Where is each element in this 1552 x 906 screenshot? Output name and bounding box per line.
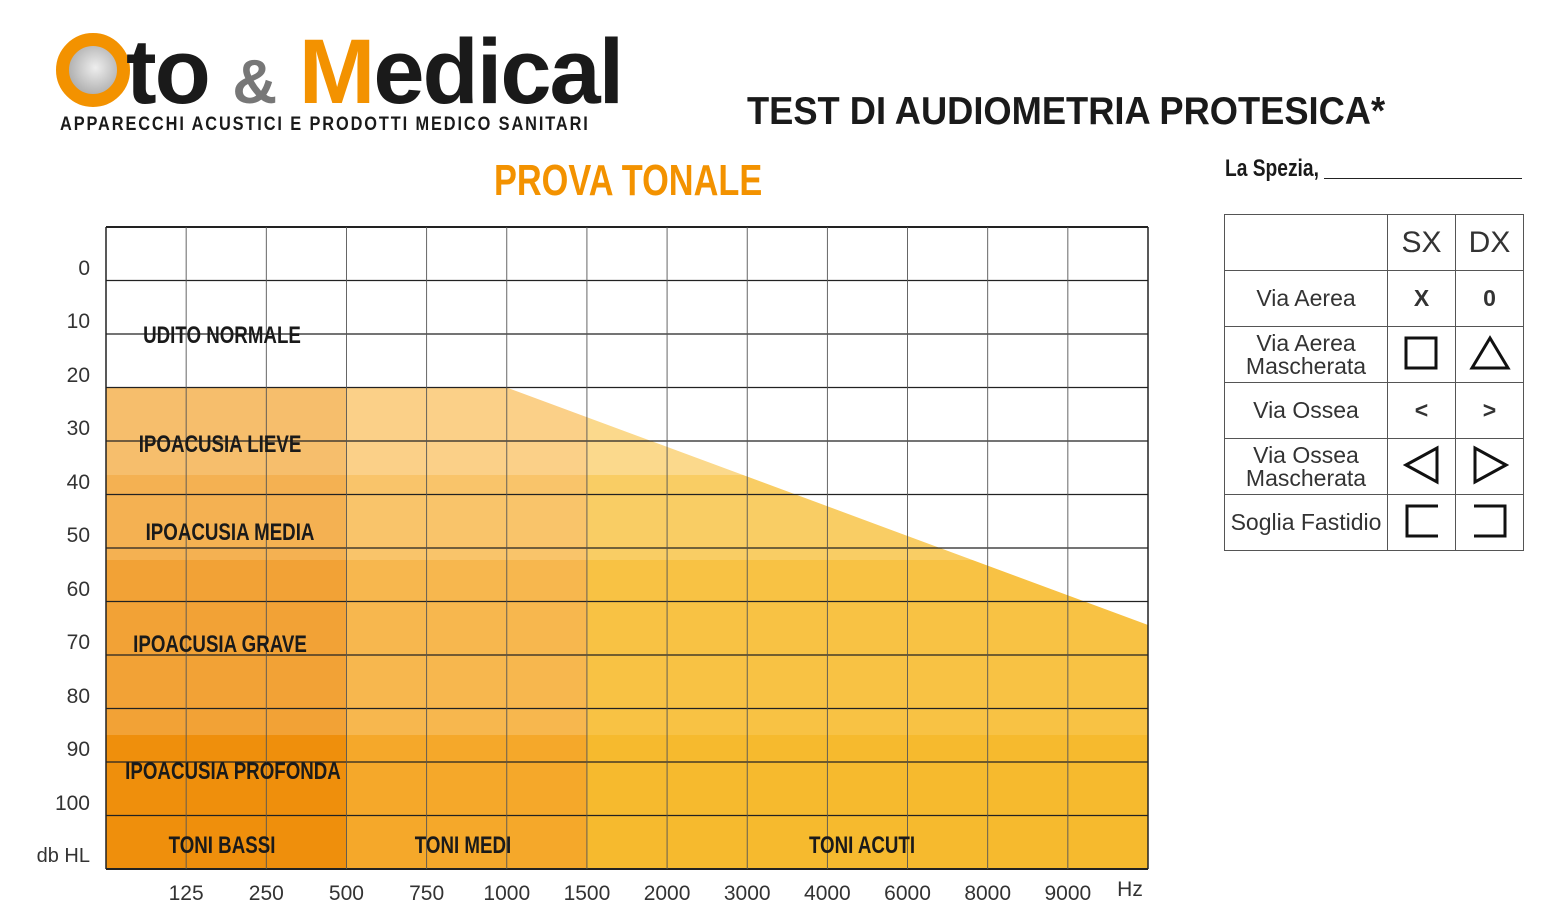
logo-text-to: to bbox=[126, 21, 211, 123]
y-axis-label: 70 bbox=[66, 631, 90, 654]
x-axis-label: 4000 bbox=[804, 882, 851, 905]
x-axis-label: Hz bbox=[1117, 878, 1143, 901]
y-axis-label: 80 bbox=[66, 684, 90, 708]
x-axis-label: 2000 bbox=[643, 882, 691, 905]
symbol-legend-table: SX DX Via Aerea X 0 Via Aerea Mascherata Vi… bbox=[1224, 214, 1524, 551]
x-axis-label: 125 bbox=[168, 882, 204, 905]
hearing-loss-shade bbox=[106, 387, 347, 475]
hearing-loss-shade bbox=[106, 475, 347, 560]
legend-label: Via Aerea Mascherata bbox=[1224, 326, 1388, 383]
less-than-symbol: < bbox=[1387, 382, 1456, 439]
logo-ampersand: & bbox=[232, 48, 277, 117]
tone-range-label: TONI MEDI bbox=[414, 832, 512, 859]
legend-header-dx: DX bbox=[1455, 214, 1524, 271]
greater-than-symbol: > bbox=[1455, 382, 1524, 439]
x-axis-label: 9000 bbox=[1044, 882, 1092, 905]
logo-text-m: M bbox=[298, 21, 376, 123]
triangle-left-icon bbox=[1387, 438, 1456, 495]
logo-tagline: APPARECCHI ACUSTICI E PRODOTTI MEDICO SA… bbox=[60, 114, 590, 135]
hearing-band-label: IPOACUSIA GRAVE bbox=[133, 631, 307, 658]
square-icon bbox=[1387, 326, 1456, 383]
hearing-loss-shade bbox=[106, 735, 347, 869]
hearing-loss-shade bbox=[346, 735, 587, 869]
y-axis-label: 10 bbox=[66, 310, 90, 333]
legend-header-sx: SX bbox=[1387, 214, 1456, 271]
x-axis-label: 3000 bbox=[723, 882, 771, 905]
x-symbol: X bbox=[1387, 270, 1456, 327]
y-axis-label: 0 bbox=[78, 256, 90, 280]
logo-text-edical: edical bbox=[373, 21, 624, 123]
tone-range-label: TONI ACUTI bbox=[808, 832, 916, 859]
hearing-loss-shade bbox=[346, 560, 587, 735]
hearing-loss-shade bbox=[106, 560, 347, 735]
triangle-right-icon bbox=[1455, 438, 1524, 495]
place-label: La Spezia, bbox=[1225, 155, 1319, 182]
x-axis-label: 6000 bbox=[884, 882, 931, 905]
hearing-band-label: IPOACUSIA MEDIA bbox=[145, 519, 315, 546]
x-axis-label: 250 bbox=[248, 882, 284, 905]
y-axis-label: 20 bbox=[66, 363, 90, 387]
hearing-loss-shade bbox=[586, 735, 1148, 869]
hearing-band-label: IPOACUSIA PROFONDA bbox=[125, 758, 341, 785]
o-symbol: 0 bbox=[1455, 270, 1524, 327]
triangle-up-icon bbox=[1455, 326, 1524, 383]
tone-range-label: TONI BASSI bbox=[168, 832, 276, 859]
date-input-line[interactable] bbox=[1324, 178, 1522, 179]
x-axis-label: 8000 bbox=[964, 882, 1012, 905]
hearing-loss-shade bbox=[346, 475, 587, 560]
y-axis-label: 60 bbox=[66, 577, 90, 601]
x-axis-label: 500 bbox=[328, 882, 364, 905]
bracket-left-icon bbox=[1387, 494, 1456, 551]
y-axis-label: 100 bbox=[54, 791, 90, 815]
legend-label: Via Aerea bbox=[1224, 270, 1388, 327]
page-title: TEST DI AUDIOMETRIA PROTESICA* bbox=[747, 90, 1386, 133]
legend-label: Via Ossea bbox=[1224, 382, 1388, 439]
y-axis-label: db HL bbox=[36, 845, 90, 867]
hearing-band-label: IPOACUSIA LIEVE bbox=[138, 431, 302, 458]
y-axis-label: 50 bbox=[66, 524, 90, 547]
page-subtitle: PROVA TONALE bbox=[494, 156, 763, 205]
hearing-band-label: UDITO NORMALE bbox=[143, 322, 301, 349]
legend-corner bbox=[1224, 214, 1388, 271]
y-axis-label: 90 bbox=[66, 738, 90, 761]
x-axis-label: 1000 bbox=[483, 882, 531, 905]
x-axis-label: 1500 bbox=[563, 882, 611, 905]
y-axis-label: 30 bbox=[66, 417, 90, 440]
bracket-right-icon bbox=[1455, 494, 1524, 551]
legend-label: Soglia Fastidio bbox=[1224, 494, 1388, 551]
logo: to & Medical bbox=[56, 21, 624, 133]
x-axis-label: 750 bbox=[409, 882, 445, 905]
y-axis-label: 40 bbox=[66, 470, 90, 494]
legend-label: Via Ossea Mascherata bbox=[1224, 438, 1388, 495]
